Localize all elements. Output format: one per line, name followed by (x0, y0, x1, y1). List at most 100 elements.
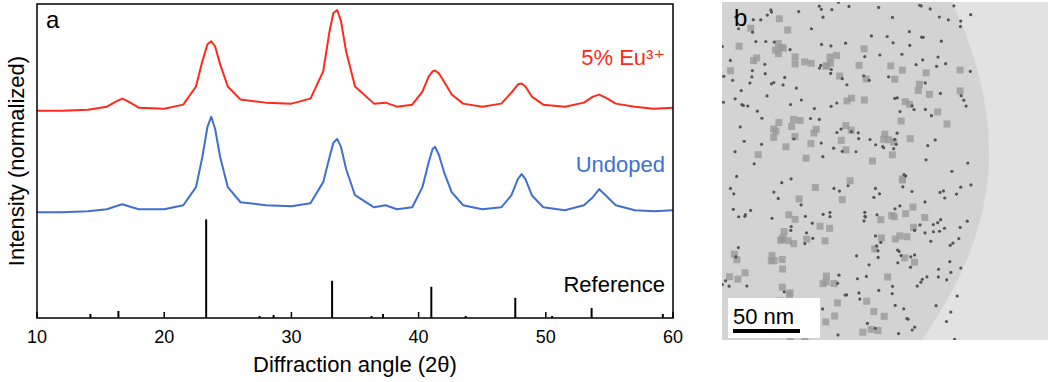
nanocube (776, 15, 783, 22)
nanoparticle (790, 225, 793, 228)
nanocube (842, 146, 849, 153)
nanoparticle (956, 294, 959, 297)
nanocube (875, 327, 882, 334)
nanoparticle (934, 304, 937, 307)
nanoparticle (913, 326, 916, 329)
nanoparticle (804, 215, 807, 218)
nanoparticle (841, 150, 844, 153)
nanocube (808, 60, 815, 67)
nanocube (812, 184, 819, 191)
nanoparticle (896, 261, 899, 264)
nanoparticle (832, 187, 835, 190)
nanoparticle (934, 138, 937, 141)
nanoparticle (929, 240, 932, 243)
nanocube (921, 214, 928, 221)
nanoparticle (722, 283, 724, 286)
nanocube (823, 62, 830, 69)
nanoparticle (893, 138, 896, 141)
nanoparticle (739, 125, 742, 128)
x-tick-label: 30 (281, 327, 301, 347)
x-tick (163, 312, 165, 318)
nanocube (902, 210, 909, 217)
nanoparticle (964, 104, 967, 107)
nanoparticle (855, 254, 858, 257)
x-tick-label: 40 (409, 327, 429, 347)
nanoparticle (822, 213, 825, 216)
nanocube (856, 62, 863, 69)
x-tick (418, 312, 420, 318)
nanoparticle (966, 162, 969, 165)
nanoparticle (897, 332, 900, 335)
nanoparticle (942, 189, 945, 192)
nanoparticle (764, 40, 767, 43)
nanoparticle (751, 31, 754, 34)
nanocube (957, 87, 964, 94)
x-tick (672, 312, 674, 318)
nanoparticle (959, 25, 962, 28)
nanoparticle (763, 63, 766, 66)
x-tick-label: 50 (536, 327, 556, 347)
nanoparticle (749, 209, 752, 212)
nanoparticle (731, 79, 734, 82)
nanoparticle (916, 284, 919, 287)
nanoparticle (945, 278, 948, 281)
nanoparticle (918, 223, 921, 226)
reference-stick (514, 298, 516, 318)
nanoparticle (874, 143, 877, 146)
nanoparticle (733, 150, 736, 153)
nanoparticle (841, 77, 844, 80)
nanocube (899, 176, 906, 183)
nanoparticle (809, 117, 812, 120)
nanocube (779, 256, 786, 263)
nanocube (726, 273, 733, 280)
nanocube (833, 52, 840, 59)
reference-stick (205, 219, 207, 318)
nanoparticle (952, 4, 955, 7)
nanoparticle (850, 130, 853, 133)
nanoparticle (745, 284, 748, 287)
nanocube (753, 54, 760, 61)
nanoparticle (818, 118, 821, 121)
nanoparticle (893, 207, 896, 210)
nanocube (891, 76, 898, 83)
nanocube (780, 234, 787, 241)
nanocube (790, 116, 797, 123)
nanocube (791, 133, 798, 140)
nanoparticle (828, 211, 831, 214)
nanoparticle (858, 297, 861, 300)
y-axis-title: Intensity (normalized) (4, 56, 29, 266)
reference-stick (117, 311, 119, 318)
nanoparticle (910, 104, 913, 107)
nanoparticle (830, 105, 833, 108)
nanoparticle (792, 137, 795, 140)
nanoparticle (865, 275, 868, 278)
x-tick-label: 10 (27, 327, 47, 347)
series-label: 5% Eu³⁺ (581, 45, 665, 70)
nanoparticle (932, 223, 935, 226)
x-tick (291, 312, 293, 318)
nanoparticle (959, 19, 962, 22)
nanoparticle (752, 18, 755, 21)
nanocube (792, 216, 799, 223)
nanoparticle (856, 277, 859, 280)
nanocube (779, 284, 786, 291)
nanoparticle (959, 226, 962, 229)
nanocube (768, 257, 775, 264)
nanoparticle (740, 89, 743, 92)
nanoparticle (879, 241, 882, 244)
nanoparticle (743, 140, 746, 143)
nanocube (772, 47, 779, 54)
nanoparticle (940, 40, 943, 43)
reference-stick (430, 287, 432, 318)
x-tick-label: 60 (663, 327, 683, 347)
nanoparticle (949, 244, 952, 247)
reference-stick (331, 281, 333, 318)
nanocube (775, 40, 782, 47)
nanoparticle (899, 254, 902, 257)
nanocube (792, 60, 799, 67)
nanoparticle (729, 59, 732, 62)
nanoparticle (740, 103, 743, 106)
nanoparticle (788, 48, 791, 51)
nanocube (785, 211, 792, 218)
nanoparticle (737, 215, 740, 218)
